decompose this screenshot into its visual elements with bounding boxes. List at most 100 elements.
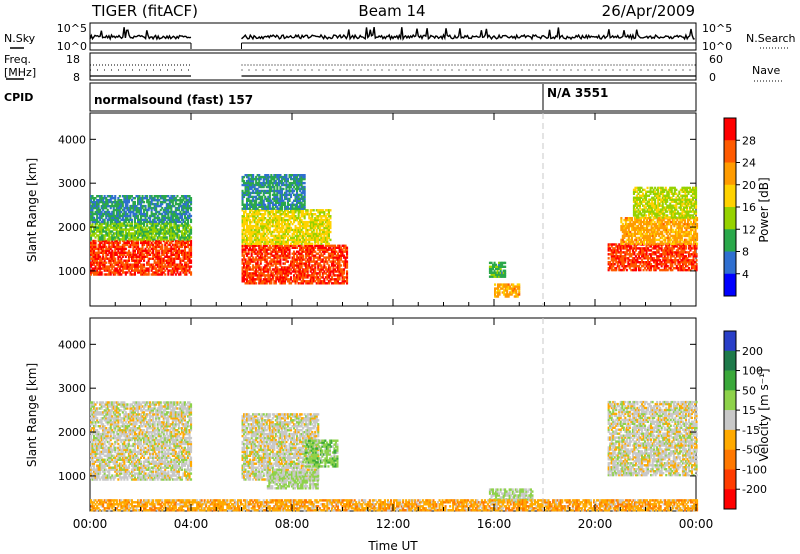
power-cell <box>111 218 114 222</box>
power-cell <box>502 273 505 276</box>
power-cell <box>117 238 120 241</box>
power-cell <box>141 212 144 216</box>
power-cell <box>279 278 282 281</box>
power-cell <box>90 238 93 241</box>
power-cell <box>118 228 121 231</box>
power-cell <box>250 181 253 185</box>
power-cell <box>97 267 100 270</box>
power-cell <box>180 222 183 225</box>
power-cell <box>333 280 336 283</box>
power-cell <box>159 255 162 258</box>
power-cell <box>126 243 129 247</box>
power-cell <box>653 247 656 250</box>
power-cell <box>249 185 252 189</box>
power-cell <box>243 228 246 232</box>
power-cell <box>180 249 183 252</box>
power-cell <box>130 226 133 229</box>
power-cell <box>149 245 152 249</box>
power-cell <box>103 195 106 198</box>
power-cell <box>147 263 150 266</box>
power-cell <box>253 213 256 216</box>
power-cell <box>170 226 173 229</box>
power-cell <box>179 273 182 276</box>
power-cell <box>130 210 133 214</box>
power-cell <box>168 222 171 225</box>
power-cell <box>156 253 159 256</box>
power-cell <box>510 289 513 292</box>
power-cell <box>507 295 510 298</box>
power-cell <box>288 230 291 234</box>
power-cell <box>258 195 261 199</box>
power-cell <box>627 245 630 248</box>
power-cell <box>286 189 289 193</box>
power-cell <box>149 236 152 239</box>
power-cell <box>645 245 648 248</box>
power-cell <box>305 270 308 273</box>
power-cell <box>270 199 273 202</box>
power-cell <box>155 199 158 202</box>
power-cell <box>140 199 143 202</box>
power-cell <box>146 261 149 264</box>
power-cell <box>612 255 615 258</box>
power-cell <box>147 238 150 241</box>
power-cell <box>162 261 165 264</box>
power-cell <box>155 228 158 231</box>
power-cell <box>161 259 164 262</box>
power-cell <box>161 265 164 268</box>
power-cell <box>252 197 255 201</box>
power-cell <box>318 224 321 228</box>
power-cell <box>625 249 628 252</box>
power-cell <box>648 249 651 252</box>
power-cell <box>109 271 112 274</box>
power-cell <box>627 259 630 262</box>
power-cell <box>299 205 302 208</box>
power-cell <box>249 262 252 265</box>
power-cell <box>274 268 277 271</box>
power-cell <box>293 242 296 245</box>
power-cell <box>340 250 343 253</box>
power-cell <box>146 208 149 212</box>
power-cell <box>324 272 327 275</box>
power-cell <box>302 175 305 179</box>
power-cell <box>129 195 132 198</box>
power-cell <box>180 214 183 218</box>
power-cell <box>129 245 132 249</box>
power-cell <box>249 248 252 251</box>
power-cell <box>244 238 247 242</box>
power-cell <box>320 218 323 222</box>
power-cell <box>612 253 615 256</box>
power-cell <box>309 268 312 271</box>
power-cell <box>161 267 164 270</box>
power-cell <box>111 204 114 208</box>
power-cell <box>320 224 323 228</box>
power-cell <box>100 228 103 231</box>
power-cell <box>267 175 270 179</box>
power-cell <box>330 278 333 281</box>
power-cell <box>259 183 262 187</box>
power-cell <box>335 254 338 257</box>
power-cell <box>344 266 347 269</box>
power-cell <box>127 195 130 198</box>
power-cell <box>293 238 296 242</box>
power-cell <box>279 250 282 253</box>
power-cell <box>247 218 250 222</box>
power-cell <box>143 210 146 214</box>
power-cell <box>93 243 96 247</box>
power-cell <box>303 201 306 204</box>
power-cell <box>309 242 312 245</box>
power-cell <box>146 241 149 245</box>
power-cell <box>631 261 634 264</box>
power-cell <box>297 268 300 271</box>
power-cell <box>106 199 109 202</box>
power-cell <box>338 262 341 265</box>
power-cell <box>273 258 276 261</box>
power-cell <box>341 276 344 279</box>
power-cell <box>293 254 296 257</box>
power-cell <box>637 267 640 270</box>
power-cell <box>133 243 136 247</box>
power-cell <box>338 278 341 281</box>
power-cell <box>102 208 105 212</box>
power-cell <box>294 272 297 275</box>
power-cell <box>187 234 190 237</box>
power-cell <box>265 224 268 228</box>
